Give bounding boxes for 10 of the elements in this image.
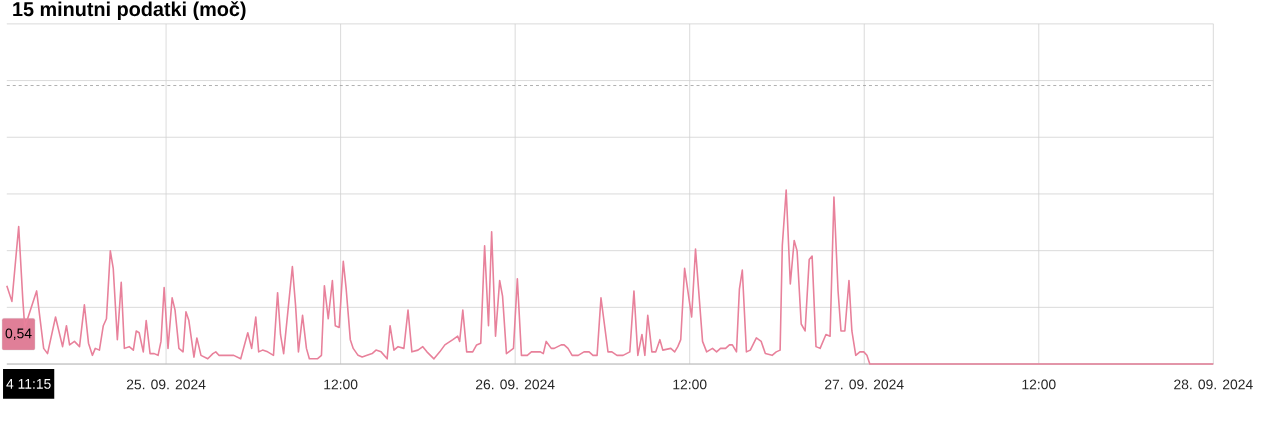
chart-title: 15 minutni podatki (moč) [13,1,246,21]
text: 4 11:15 [6,379,51,389]
annotation: 0,54 [5,328,32,341]
x-tick-label: 27. 09. 2024 [825,379,904,390]
x-tick-label: 26. 09. 2024 [476,379,555,390]
x-tick-label: 28. 09. 2024 [1174,379,1253,390]
x-tick-label: 12:00 [1022,379,1056,390]
x-tick-label: 25. 09. 2024 [126,379,206,390]
x-tick-label: 12:00 [324,379,358,390]
x-tick-label: 12:00 [673,379,707,390]
